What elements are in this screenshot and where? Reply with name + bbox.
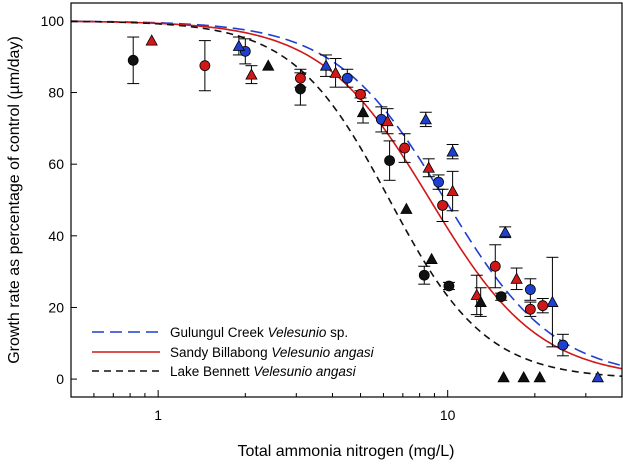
point-triangle-bennett — [425, 252, 438, 264]
plot-frame — [70, 2, 623, 398]
point-circle-sandy — [437, 199, 448, 211]
fit-curves — [71, 20, 622, 377]
y-tick-label: 80 — [48, 85, 64, 101]
point-triangle-sandy — [245, 68, 258, 80]
axes: 0 20 40 60 80 100 1 10 — [41, 13, 623, 423]
point-circle-gulungul — [341, 72, 353, 84]
point-triangle-gulungul — [499, 225, 512, 238]
legend: Gulungul Creek Velesunio sp. Sandy Billa… — [92, 325, 375, 379]
point-triangle-sandy — [510, 272, 523, 284]
fit-curve-sandy — [71, 20, 622, 370]
legend-label-bennett: Lake Bennett Velesunio angasi — [170, 364, 357, 379]
fit-curve-bennett — [71, 20, 622, 377]
point-triangle-sandy — [145, 34, 158, 46]
point-circle-sandy — [537, 300, 549, 312]
point-triangle-bennett — [517, 370, 530, 383]
point-triangle-gulungul — [419, 113, 432, 125]
point-circle-bennett — [443, 280, 455, 292]
point-triangle-sandy — [470, 288, 483, 300]
y-tick-label: 60 — [48, 156, 64, 172]
point-triangle-sandy — [422, 161, 435, 173]
y-tick-label: 20 — [48, 299, 64, 315]
point-triangle-bennett — [400, 202, 413, 214]
point-circle-sandy — [355, 88, 366, 100]
point-circle-bennett — [295, 83, 306, 95]
y-tick-label: 40 — [48, 228, 64, 244]
point-triangle-gulungul — [546, 295, 559, 307]
point-triangle-gulungul — [446, 145, 459, 157]
legend-label-sandy: Sandy Billabong Velesunio angasi — [170, 345, 375, 360]
point-circle-bennett — [384, 155, 395, 167]
point-triangle-sandy — [446, 184, 459, 196]
data-points — [127, 34, 604, 383]
point-circle-gulungul — [524, 284, 536, 295]
point-triangle-gulungul — [232, 39, 246, 51]
point-circle-sandy — [295, 72, 306, 84]
point-triangle-bennett — [262, 59, 275, 71]
point-triangle-bennett — [356, 105, 370, 118]
point-triangle-gulungul — [319, 59, 333, 71]
point-triangle-bennett — [533, 370, 546, 383]
point-triangle-sandy — [329, 66, 342, 78]
legend-label-gulungul: Gulungul Creek Velesunio sp. — [170, 325, 348, 340]
x-axis-title: Total ammonia nitrogen (mg/L) — [238, 443, 455, 460]
point-triangle-gulungul — [591, 370, 604, 383]
point-circle-bennett — [495, 291, 507, 303]
point-circle-sandy — [199, 60, 211, 72]
point-circle-bennett — [418, 269, 430, 281]
point-triangle-bennett — [497, 370, 510, 383]
point-circle-sandy — [399, 142, 411, 154]
point-circle-gulungul — [557, 339, 569, 351]
point-triangle-sandy — [381, 114, 394, 127]
point-circle-gulungul — [433, 176, 444, 188]
x-tick-label: 10 — [440, 407, 456, 423]
y-tick-label: 100 — [41, 13, 65, 29]
y-tick-label: 0 — [56, 371, 64, 387]
point-circle-sandy — [524, 303, 536, 315]
y-axis-title: Growth rate as percentage of control (µm… — [6, 36, 23, 364]
x-tick-label: 1 — [154, 407, 162, 423]
point-triangle-bennett — [474, 295, 487, 307]
point-circle-sandy — [489, 260, 501, 272]
point-circle-bennett — [127, 54, 139, 66]
